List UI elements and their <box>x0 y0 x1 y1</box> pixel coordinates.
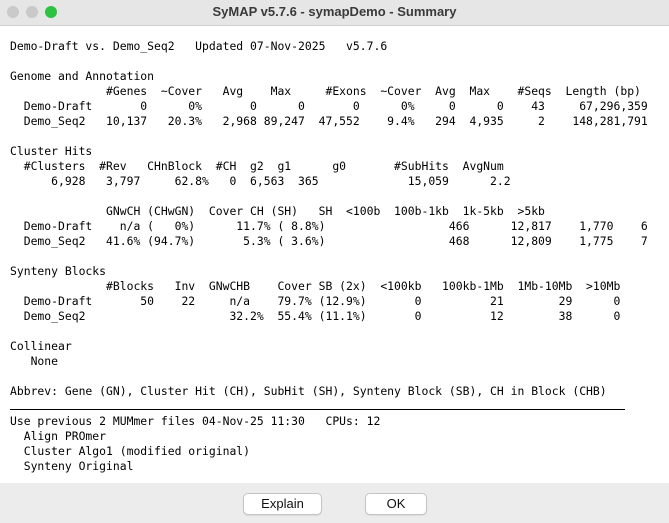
text-line: Demo-Draft vs. Demo_Seq2 Updated 07-Nov-… <box>10 38 388 53</box>
text-line: Abbrev: Gene (GN), Cluster Hit (CH), Sub… <box>10 383 607 398</box>
text-line: Genome and Annotation <box>10 68 155 83</box>
text-line: Cluster Hits <box>10 143 93 158</box>
text-section: Cluster Hits #Clusters #Rev CHnBlock #CH… <box>10 144 648 189</box>
text-line: #Blocks Inv GNwCHB Cover SB (2x) <100kb … <box>10 278 621 293</box>
text-line: Demo-Draft 50 22 n/a 79.7% (12.9%) 0 21 … <box>10 293 621 308</box>
text-line: Demo_Seq2 41.6% (94.7%) 5.3% ( 3.6%) 468… <box>10 233 648 248</box>
footer-line: Align PROmer <box>10 428 107 443</box>
footer-text: Use previous 2 MUMmer files 04-Nov-25 11… <box>10 414 380 474</box>
text-section: Demo-Draft vs. Demo_Seq2 Updated 07-Nov-… <box>10 39 648 54</box>
zoom-button[interactable] <box>45 6 57 18</box>
text-line: #Genes ~Cover Avg Max #Exons ~Cover Avg … <box>10 83 641 98</box>
ok-button[interactable]: OK <box>365 493 427 515</box>
close-button[interactable] <box>7 6 19 18</box>
text-line: Demo-Draft 0 0% 0 0 0 0% 0 0 43 67,296,3… <box>10 98 648 113</box>
separator <box>10 409 625 410</box>
summary-panel: Demo-Draft vs. Demo_Seq2 Updated 07-Nov-… <box>0 26 669 483</box>
text-section: Synteny Blocks #Blocks Inv GNwCHB Cover … <box>10 264 648 324</box>
summary-text: Demo-Draft vs. Demo_Seq2 Updated 07-Nov-… <box>10 39 648 414</box>
text-section: GNwCH (CHwGN) Cover CH (SH) SH <100b 100… <box>10 204 648 249</box>
text-line: 6,928 3,797 62.8% 0 6,563 365 15,059 2.2 <box>10 173 511 188</box>
window-title: SyMAP v5.7.6 - symapDemo - Summary <box>212 4 457 19</box>
text-line: None <box>10 353 59 368</box>
text-section: Genome and Annotation #Genes ~Cover Avg … <box>10 69 648 129</box>
minimize-button[interactable] <box>26 6 38 18</box>
footer-line: Use previous 2 MUMmer files 04-Nov-25 11… <box>10 413 381 428</box>
explain-button[interactable]: Explain <box>243 493 322 515</box>
text-line: Demo-Draft n/a ( 0%) 11.7% ( 8.8%) 466 1… <box>10 218 648 233</box>
title-bar: SyMAP v5.7.6 - symapDemo - Summary <box>0 0 669 26</box>
footer-line: Synteny Original <box>10 458 134 473</box>
text-line: Synteny Blocks <box>10 263 107 278</box>
text-line: Demo_Seq2 32.2% 55.4% (11.1%) 0 12 38 0 <box>10 308 621 323</box>
text-section: Abbrev: Gene (GN), Cluster Hit (CH), Sub… <box>10 384 648 399</box>
text-line: #Clusters #Rev CHnBlock #CH g2 g1 g0 #Su… <box>10 158 504 173</box>
text-line: GNwCH (CHwGN) Cover CH (SH) SH <100b 100… <box>10 203 545 218</box>
text-section: Collinear None <box>10 339 648 369</box>
text-line: Demo_Seq2 10,137 20.3% 2,968 89,247 47,5… <box>10 113 648 128</box>
text-line: Collinear <box>10 338 72 353</box>
footer-line: Cluster Algo1 (modified original) <box>10 443 251 458</box>
